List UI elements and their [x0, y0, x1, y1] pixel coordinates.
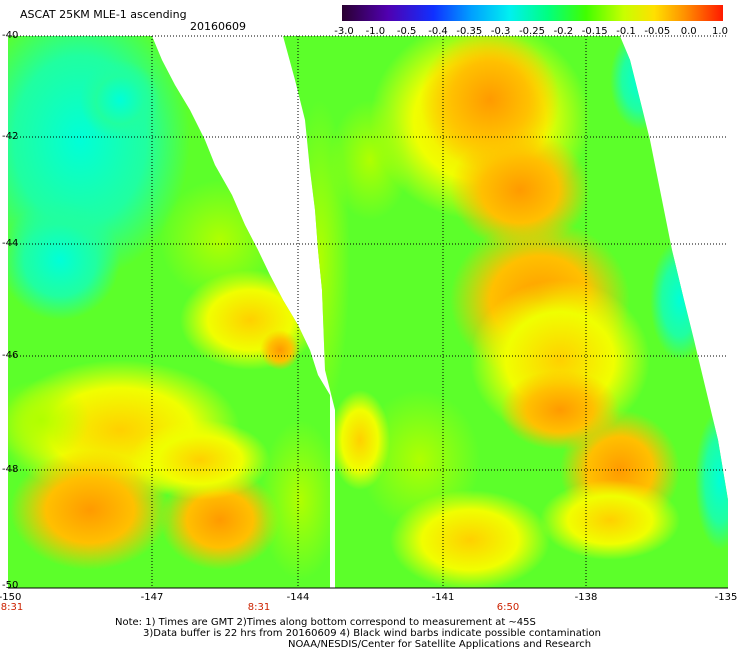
lat-label-46: -46	[2, 350, 19, 361]
colorbar-tick-label: -3.0	[334, 26, 354, 37]
map-title: ASCAT 25KM MLE-1 ascending	[20, 8, 187, 21]
lon-label-138: -138	[574, 592, 598, 603]
colorbar	[342, 5, 723, 21]
colorbar-tick-label: -1.0	[365, 26, 386, 37]
note-line-1: Note: 1) Times are GMT 2)Times along bot…	[115, 617, 536, 628]
time-label-west: 8:31	[0, 602, 24, 613]
grid-lines	[8, 35, 728, 588]
lat-label-40: -40	[2, 30, 19, 41]
colorbar-tick-label: -0.25	[519, 26, 545, 37]
lon-label-147: -147	[140, 592, 164, 603]
time-label-middle: 8:31	[247, 602, 271, 613]
lon-label-141: -141	[431, 592, 455, 603]
colorbar-tick-label: -0.2	[553, 26, 574, 37]
colorbar-tick-label: 1.0	[712, 26, 728, 37]
note-line-2: 3)Data buffer is 22 hrs from 20160609 4)…	[143, 628, 601, 639]
lon-label-135: -135	[714, 592, 738, 603]
time-label-east: 6:50	[496, 602, 520, 613]
colorbar-tick-label: 0.0	[680, 26, 697, 37]
colorbar-tick-label: -0.1	[616, 26, 636, 37]
lat-label-50: -50	[2, 580, 19, 591]
colorbar-tick-label: -0.15	[581, 26, 608, 37]
swath-east	[283, 36, 728, 588]
lat-label-48: -48	[2, 464, 19, 475]
lon-label-144: -144	[286, 592, 310, 603]
colorbar-tick-label: -0.4	[428, 26, 448, 37]
colorbar-tick-label: -0.5	[396, 26, 417, 37]
lat-label-42: -42	[2, 131, 19, 142]
note-line-3: NOAA/NESDIS/Center for Satellite Applica…	[288, 639, 592, 650]
colorbar-tick-label: -0.35	[456, 26, 483, 37]
lat-label-44: -44	[2, 238, 19, 249]
colorbar-tick-label: -0.3	[490, 26, 511, 37]
colorbar-tick-label: -0.05	[644, 26, 671, 37]
swath-west	[8, 36, 330, 588]
map-date: 20160609	[190, 20, 246, 33]
lon-label-150: -150	[0, 592, 22, 603]
